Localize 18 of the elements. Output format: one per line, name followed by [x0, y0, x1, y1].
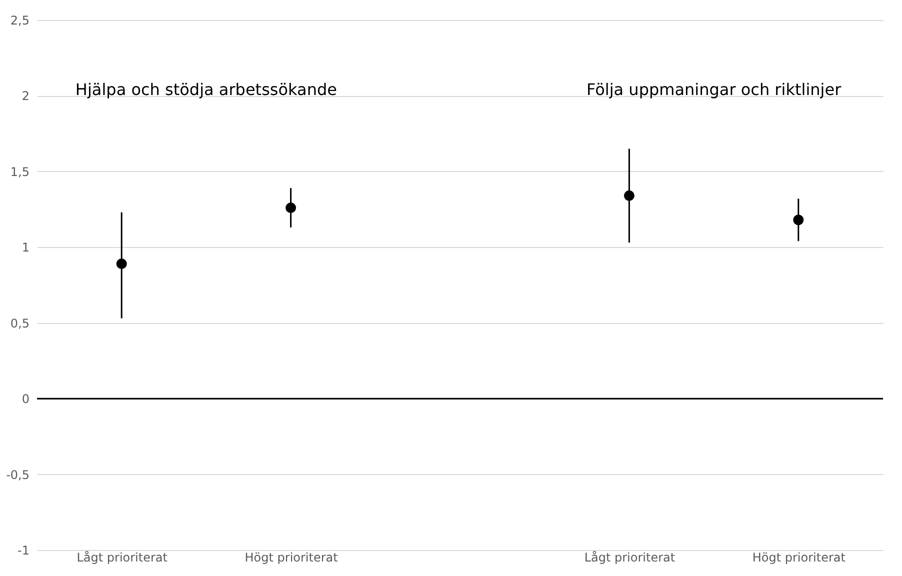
- y-tick-label: 1,5: [10, 164, 30, 179]
- x-tick-label: Högt prioriterat: [244, 550, 338, 564]
- y-tick-label: 2,5: [10, 14, 30, 28]
- x-tick-label: Lågt prioriterat: [76, 550, 168, 564]
- y-tick-label: 2: [22, 89, 30, 104]
- annotation: Följa uppmaningar och riktlinjer: [586, 80, 842, 99]
- annotation: Hjälpa och stödja arbetssökande: [75, 80, 337, 99]
- point: [286, 202, 296, 214]
- point: [116, 258, 127, 270]
- y-tick-label: -1: [18, 544, 30, 558]
- point: [624, 190, 634, 201]
- x-tick-label: Högt prioriterat: [752, 550, 846, 564]
- y-tick-label: 0: [22, 392, 30, 406]
- point: [793, 214, 804, 226]
- y-tick-label: 1: [22, 240, 30, 255]
- y-tick-label: 0,5: [10, 316, 30, 330]
- y-tick-label: -0,5: [6, 468, 30, 482]
- x-tick-label: Lågt prioriterat: [584, 550, 676, 564]
